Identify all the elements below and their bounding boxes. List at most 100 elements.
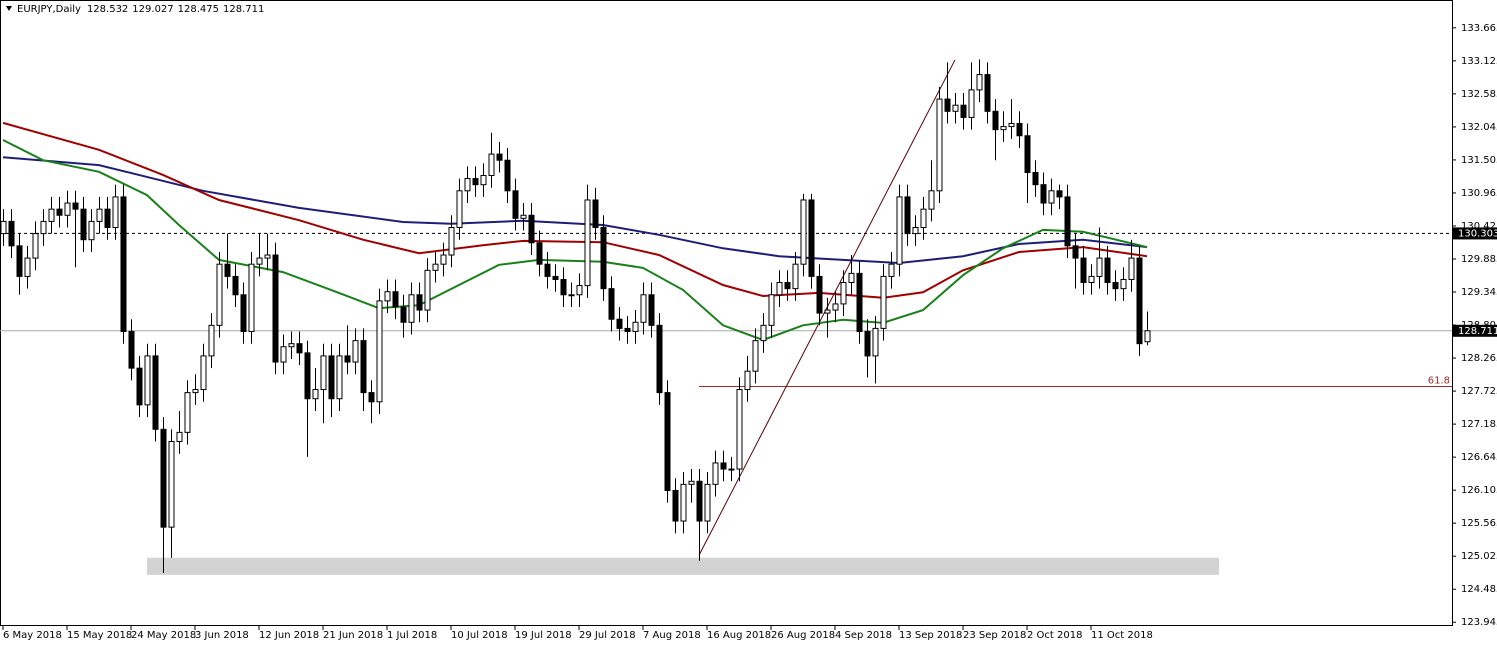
candle-body xyxy=(672,489,679,522)
candle-body xyxy=(864,330,871,357)
candle-body xyxy=(840,282,847,305)
candle-body xyxy=(1072,245,1079,259)
symbol: EURJPY,Daily xyxy=(17,4,81,15)
y-tick-label: 129.345 xyxy=(1461,287,1497,298)
candle-body xyxy=(48,208,55,222)
moving-average xyxy=(2,121,1148,299)
candle-body xyxy=(168,441,175,528)
candle-body xyxy=(80,208,87,241)
support-zone xyxy=(147,557,1219,575)
candle-body xyxy=(576,285,583,296)
candle-body xyxy=(56,208,63,216)
candle-body xyxy=(424,269,431,311)
candle-body xyxy=(648,294,655,326)
candle-body xyxy=(664,392,671,491)
candle-body xyxy=(616,318,623,329)
candle-body xyxy=(1128,257,1135,280)
candle-body xyxy=(1056,190,1063,198)
candle-body xyxy=(920,208,927,228)
current-price-label: 128.711 xyxy=(1458,326,1497,337)
x-tick-label: 11 Oct 2018 xyxy=(1091,630,1153,641)
candle-body xyxy=(320,355,327,391)
candle-body xyxy=(216,263,223,326)
candle-body xyxy=(224,263,231,277)
moving-average xyxy=(2,156,1148,265)
candle-body xyxy=(1016,123,1023,137)
candle-body xyxy=(552,275,559,280)
x-tick-label: 7 Aug 2018 xyxy=(643,630,701,641)
y-tick-label: 132.045 xyxy=(1461,122,1497,133)
candle-body xyxy=(488,153,495,177)
candle-body xyxy=(72,202,79,210)
candle-body xyxy=(264,254,271,259)
candle-body xyxy=(680,483,687,522)
candle-body xyxy=(928,190,935,210)
candle-body xyxy=(136,367,143,406)
x-tick-label: 16 Aug 2018 xyxy=(707,630,771,641)
candle-body xyxy=(1112,282,1119,290)
candle-body xyxy=(496,153,503,161)
candle-body xyxy=(256,257,263,265)
candle-body xyxy=(568,294,575,297)
y-tick-label: 128.265 xyxy=(1461,353,1497,364)
candle-body xyxy=(888,263,895,277)
y-tick-label: 126.645 xyxy=(1461,452,1497,463)
last-open: 128.532 xyxy=(87,4,128,15)
x-tick-label: 23 Sep 2018 xyxy=(963,630,1026,641)
candle-body xyxy=(512,190,519,219)
y-tick-label: 130.425 xyxy=(1461,221,1497,232)
candle-body xyxy=(1048,190,1055,204)
x-tick-label: 3 Jun 2018 xyxy=(195,630,249,641)
menu-triangle xyxy=(6,6,12,11)
candle-body xyxy=(936,98,943,192)
candle-body xyxy=(976,74,983,91)
y-tick-label: 127.185 xyxy=(1461,419,1497,430)
x-tick-label: 29 Jul 2018 xyxy=(579,630,636,641)
candle-body xyxy=(528,214,535,244)
candle-body xyxy=(32,233,39,259)
candle-body xyxy=(1104,257,1111,284)
x-tick-label: 10 Jul 2018 xyxy=(451,630,508,641)
candle-body xyxy=(232,275,239,296)
candle-body xyxy=(432,263,439,271)
candle-body xyxy=(248,263,255,332)
candle-body xyxy=(400,306,407,323)
candle-body xyxy=(384,291,391,302)
candle-body xyxy=(992,110,999,131)
x-tick-label: 26 Aug 2018 xyxy=(771,630,835,641)
candle-body xyxy=(192,389,199,394)
candle-body xyxy=(1088,275,1095,284)
fibo-label: 61.8 xyxy=(1428,375,1450,386)
candle-body xyxy=(288,343,295,348)
candle-body xyxy=(336,355,343,400)
candle-body xyxy=(304,352,311,400)
candle-body xyxy=(344,355,351,363)
candle-body xyxy=(984,74,991,112)
y-tick-label: 130.965 xyxy=(1461,188,1497,199)
candle-body xyxy=(872,327,879,357)
candle-body xyxy=(704,483,711,522)
last-high: 129.027 xyxy=(132,4,173,15)
candle-body xyxy=(952,104,959,112)
candle-body xyxy=(608,288,615,320)
candle-body xyxy=(656,324,663,394)
y-tick-label: 123.945 xyxy=(1461,617,1497,628)
candle-body xyxy=(480,175,487,186)
candle-body xyxy=(40,220,47,235)
y-tick-label: 125.565 xyxy=(1461,518,1497,529)
candle-body xyxy=(128,330,135,369)
candle-body xyxy=(456,190,463,228)
candle-body xyxy=(856,272,863,332)
y-tick-label: 124.485 xyxy=(1461,584,1497,595)
chart-title: EURJPY,Daily 128.532 129.027 128.475 128.711 xyxy=(17,4,264,15)
candle-body xyxy=(352,340,359,363)
candle-body xyxy=(0,220,7,235)
x-tick-label: 2 Oct 2018 xyxy=(1027,630,1082,641)
candle-body xyxy=(272,254,279,363)
candle-body xyxy=(16,245,23,277)
candle-body xyxy=(368,392,375,403)
candle-body xyxy=(1136,257,1143,345)
candle-body xyxy=(776,282,783,296)
candle-body xyxy=(800,199,807,265)
candle-body xyxy=(520,214,527,219)
